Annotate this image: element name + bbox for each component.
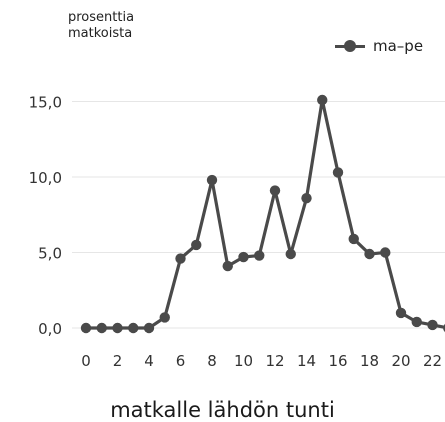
data-point	[206, 174, 218, 186]
x-tick-label: 4	[144, 352, 154, 370]
data-point	[411, 316, 422, 328]
data-point	[175, 253, 186, 264]
x-tick-label: 22	[423, 352, 442, 370]
y-tick-labels: 0,0 5,0 10,0 15,0	[29, 94, 62, 339]
data-point	[159, 312, 170, 323]
x-tick-label: 12	[265, 352, 284, 370]
x-tick-label: 14	[297, 352, 316, 370]
data-point	[332, 167, 344, 178]
legend-marker	[344, 40, 356, 52]
x-tick-label: 8	[207, 352, 217, 370]
x-axis-title: matkalle lähdön tunti	[110, 398, 335, 422]
legend-label: ma–pe	[373, 37, 424, 55]
y-axis-title: prosenttia matkoista	[68, 10, 135, 41]
data-point	[427, 319, 438, 331]
series-ma-pe	[80, 94, 445, 334]
data-point	[96, 322, 107, 334]
data-point	[80, 322, 92, 334]
line-chart: 0,0 5,0 10,0 15,0 0 2 4 6 8 10 12 14 16 18 20 22	[29, 94, 445, 370]
data-point	[395, 307, 407, 319]
data-point	[222, 260, 233, 272]
data-point	[143, 322, 155, 334]
data-point	[285, 248, 296, 260]
data-point	[364, 248, 375, 260]
data-point	[380, 247, 391, 258]
data-point	[317, 94, 328, 106]
data-point	[348, 233, 359, 245]
x-tick-label: 20	[391, 352, 410, 370]
x-tick-label: 2	[113, 352, 123, 370]
x-tick-label: 0	[81, 352, 91, 370]
data-point	[128, 322, 139, 334]
data-point	[238, 251, 249, 263]
x-tick-label: 6	[176, 352, 186, 370]
y-tick-label: 0,0	[38, 320, 62, 338]
x-tick-label: 10	[234, 352, 253, 370]
data-point	[254, 250, 265, 261]
y-tick-label: 10,0	[29, 169, 62, 187]
legend: ma–pe	[335, 37, 423, 55]
data-point	[191, 239, 202, 251]
x-tick-labels: 0 2 4 6 8 10 12 14 16 18 20 22	[81, 352, 442, 370]
data-point	[269, 185, 281, 196]
data-point	[301, 192, 312, 204]
series-line	[86, 98, 445, 330]
legend-swatch	[335, 37, 365, 55]
gridlines	[72, 101, 445, 329]
y-tick-label: 5,0	[38, 245, 62, 263]
y-tick-label: 15,0	[29, 94, 62, 112]
x-tick-label: 16	[328, 352, 347, 370]
data-point	[112, 322, 123, 334]
x-tick-label: 18	[360, 352, 379, 370]
